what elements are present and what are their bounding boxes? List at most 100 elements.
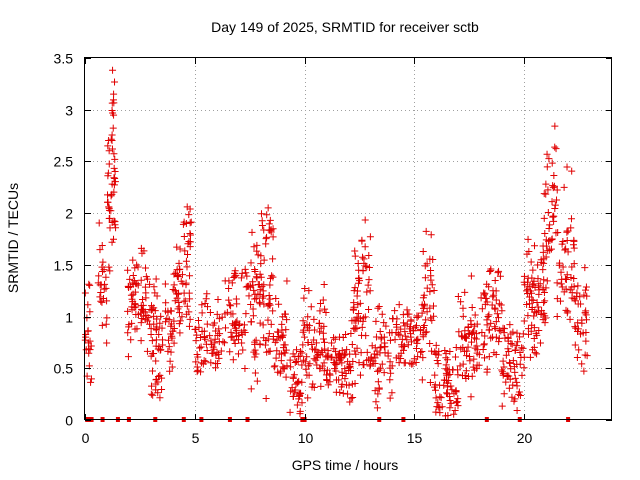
data-point	[498, 402, 506, 410]
data-point	[489, 333, 497, 341]
data-point	[353, 344, 361, 352]
data-point	[257, 210, 265, 218]
data-point	[525, 247, 533, 255]
data-point	[87, 375, 95, 383]
data-point	[140, 247, 148, 255]
data-point	[423, 328, 431, 336]
data-point	[426, 378, 434, 386]
data-point	[110, 150, 118, 158]
data-point	[500, 363, 508, 371]
data-point	[321, 345, 329, 353]
data-point	[109, 235, 117, 243]
data-point	[545, 155, 553, 163]
data-point	[355, 275, 363, 283]
data-point	[427, 314, 435, 322]
data-point	[510, 397, 518, 405]
data-point	[97, 281, 105, 289]
data-point	[347, 330, 355, 338]
data-point	[421, 300, 429, 308]
data-point	[319, 296, 327, 304]
data-point	[387, 369, 395, 377]
data-point	[522, 287, 530, 295]
data-point	[540, 276, 548, 284]
data-point	[233, 300, 241, 308]
data-point	[221, 339, 229, 347]
data-point	[108, 131, 116, 139]
data-point	[546, 221, 554, 229]
data-point	[186, 272, 194, 280]
data-point	[264, 316, 272, 324]
data-point	[524, 235, 532, 243]
data-point	[251, 340, 259, 348]
data-point	[364, 281, 372, 289]
data-point	[86, 337, 94, 345]
data-point	[310, 383, 318, 391]
data-point	[252, 336, 260, 344]
data-point	[265, 301, 273, 309]
data-point	[324, 381, 332, 389]
data-point	[430, 286, 438, 294]
data-point	[170, 317, 178, 325]
data-point	[86, 308, 94, 316]
data-point	[483, 365, 491, 373]
data-point	[143, 312, 151, 320]
data-point	[429, 256, 437, 264]
data-point	[376, 349, 384, 357]
data-point	[428, 347, 436, 355]
data-point	[441, 347, 449, 355]
data-point	[263, 233, 271, 241]
data-point	[436, 393, 444, 401]
data-point	[463, 347, 471, 355]
data-point	[214, 332, 222, 339]
data-point	[279, 363, 287, 371]
data-point	[111, 178, 119, 186]
data-point	[456, 362, 464, 370]
data-point	[227, 328, 235, 336]
data-point	[305, 371, 313, 379]
data-point	[249, 305, 257, 313]
data-point	[237, 274, 245, 282]
data-point	[110, 181, 118, 189]
data-point	[472, 335, 480, 343]
data-point	[483, 298, 491, 306]
data-point	[108, 190, 116, 198]
data-point	[196, 334, 204, 342]
data-point	[446, 397, 454, 405]
data-point	[159, 341, 167, 349]
data-point	[320, 338, 328, 346]
data-point	[550, 171, 558, 179]
data-point	[264, 204, 272, 212]
data-point	[331, 335, 339, 343]
data-point	[131, 325, 139, 333]
data-point	[432, 394, 440, 402]
data-point	[491, 325, 499, 333]
data-point	[337, 354, 345, 362]
data-point	[529, 346, 537, 354]
data-point	[98, 241, 106, 249]
data-point	[182, 257, 190, 265]
data-point	[249, 312, 257, 320]
data-point	[407, 316, 415, 324]
data-point	[520, 317, 528, 325]
data-point	[152, 336, 160, 344]
data-point	[382, 322, 390, 330]
data-point	[359, 267, 367, 275]
data-point	[491, 304, 499, 312]
data-point	[513, 406, 521, 414]
data-point	[414, 335, 422, 343]
data-point	[153, 292, 161, 300]
data-point	[85, 280, 93, 288]
data-point	[103, 314, 111, 322]
data-point	[272, 295, 280, 303]
data-point	[103, 339, 111, 347]
data-point	[180, 232, 188, 240]
data-point	[516, 391, 524, 399]
data-point	[287, 387, 295, 395]
data-point	[212, 360, 220, 368]
data-point	[173, 294, 181, 302]
data-point	[558, 240, 566, 248]
data-point	[108, 238, 116, 246]
data-point	[409, 327, 417, 335]
data-point	[418, 376, 426, 384]
data-point	[286, 356, 294, 364]
